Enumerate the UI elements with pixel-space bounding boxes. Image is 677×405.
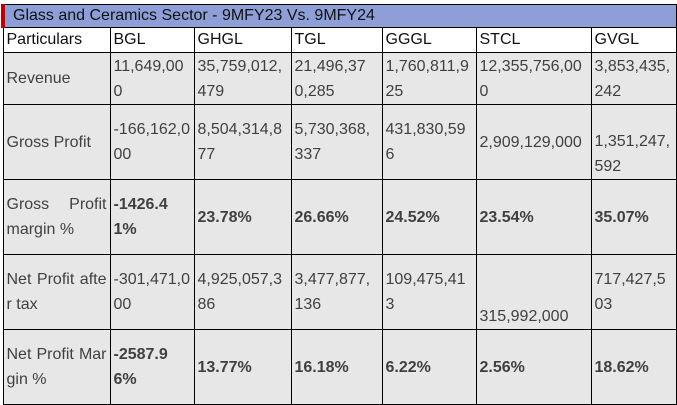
cell-gross-margin-bgl: -1426.41% [109, 179, 195, 255]
cell-net-margin-gvgl: 18.62% [590, 329, 677, 405]
cell-revenue-bgl: 11,649,000 [109, 52, 195, 105]
cell-gross-margin-tgl: 26.66% [290, 179, 383, 255]
cell-revenue-tgl: 21,496,370,285 [290, 52, 383, 105]
row-label-gross-profit: Gross Profit [2, 104, 111, 180]
table-row-revenue: Revenue 11,649,000 35,759,012,479 21,496… [2, 52, 677, 105]
table-row-net-profit: Net Profit after tax -301,471,000 4,925,… [2, 254, 677, 330]
cell-net-profit-tgl: 3,477,877,136 [290, 254, 383, 330]
cell-net-profit-gggl: 109,475,413 [381, 254, 477, 330]
cell-revenue-gggl: 1,760,811,925 [381, 52, 477, 105]
cell-net-margin-gggl: 6.22% [381, 329, 477, 405]
cell-gross-profit-ghgl: 8,504,314,877 [193, 104, 292, 180]
cell-revenue-gvgl: 3,853,435,242 [590, 52, 677, 105]
cell-revenue-stcl: 12,355,756,000 [475, 52, 592, 105]
column-header-ghgl: GHGL [193, 27, 292, 53]
table-header-row: Particulars BGL GHGL TGL GGGL STCL GVGL [2, 27, 677, 53]
sector-comparison-table: Glass and Ceramics Sector - 9MFY23 Vs. 9… [0, 4, 677, 405]
row-label-net-profit-margin: Net Profit Margin % [2, 329, 111, 405]
table-row-gross-profit: Gross Profit -166,162,000 8,504,314,877 … [2, 104, 677, 180]
column-header-bgl: BGL [109, 27, 195, 53]
cell-net-margin-bgl: -2587.96% [109, 329, 195, 405]
cell-revenue-ghgl: 35,759,012,479 [193, 52, 292, 105]
cell-gross-profit-gvgl: 1,351,247,592 [590, 104, 677, 180]
column-header-particulars: Particulars [2, 27, 111, 53]
cell-net-margin-ghgl: 13.77% [193, 329, 292, 405]
table-title: Glass and Ceramics Sector - 9MFY23 Vs. 9… [0, 4, 677, 28]
cell-gross-margin-ghgl: 23.78% [193, 179, 292, 255]
row-label-gross-profit-margin: Gross Profit margin % [2, 179, 111, 255]
cell-gross-margin-gvgl: 35.07% [590, 179, 677, 255]
table-title-row: Glass and Ceramics Sector - 9MFY23 Vs. 9… [0, 4, 677, 28]
column-header-gvgl: GVGL [590, 27, 677, 53]
cell-net-profit-gvgl: 717,427,503 [590, 254, 677, 330]
column-header-tgl: TGL [290, 27, 383, 53]
cell-net-profit-bgl: -301,471,000 [109, 254, 195, 330]
cell-net-margin-tgl: 16.18% [290, 329, 383, 405]
cell-gross-margin-stcl: 23.54% [475, 179, 592, 255]
cell-gross-margin-gggl: 24.52% [381, 179, 477, 255]
row-label-revenue: Revenue [2, 52, 111, 105]
cell-net-margin-stcl: 2.56% [475, 329, 592, 405]
column-header-gggl: GGGL [381, 27, 477, 53]
cell-gross-profit-tgl: 5,730,368,337 [290, 104, 383, 180]
column-header-stcl: STCL [475, 27, 592, 53]
table-row-net-profit-margin: Net Profit Margin % -2587.96% 13.77% 16.… [2, 329, 677, 405]
cell-gross-profit-bgl: -166,162,000 [109, 104, 195, 180]
table-row-gross-profit-margin: Gross Profit margin % -1426.41% 23.78% 2… [2, 179, 677, 255]
cell-net-profit-stcl: 315,992,000 [475, 254, 592, 330]
cell-gross-profit-gggl: 431,830,596 [381, 104, 477, 180]
cell-net-profit-ghgl: 4,925,057,386 [193, 254, 292, 330]
cell-gross-profit-stcl: 2,909,129,000 [475, 104, 592, 180]
row-label-net-profit: Net Profit after tax [2, 254, 111, 330]
